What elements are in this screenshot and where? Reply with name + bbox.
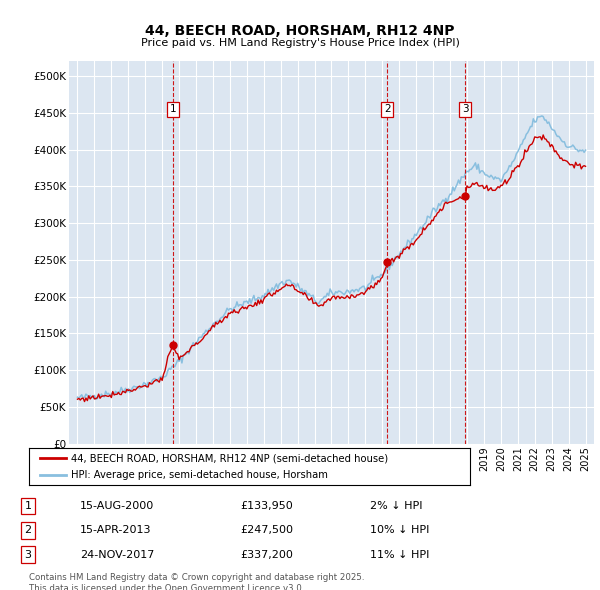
Text: 24-NOV-2017: 24-NOV-2017 — [80, 550, 154, 560]
Text: Contains HM Land Registry data © Crown copyright and database right 2025.
This d: Contains HM Land Registry data © Crown c… — [29, 573, 364, 590]
Text: 2% ↓ HPI: 2% ↓ HPI — [370, 501, 422, 511]
Text: 1: 1 — [25, 501, 32, 511]
Text: HPI: Average price, semi-detached house, Horsham: HPI: Average price, semi-detached house,… — [71, 470, 328, 480]
Text: 2: 2 — [25, 525, 32, 535]
Text: 1: 1 — [169, 104, 176, 114]
Text: Price paid vs. HM Land Registry's House Price Index (HPI): Price paid vs. HM Land Registry's House … — [140, 38, 460, 48]
Text: 10% ↓ HPI: 10% ↓ HPI — [370, 525, 430, 535]
Text: 15-AUG-2000: 15-AUG-2000 — [80, 501, 154, 511]
Text: 3: 3 — [462, 104, 469, 114]
Text: 2: 2 — [384, 104, 391, 114]
Text: 3: 3 — [25, 550, 32, 560]
Text: 15-APR-2013: 15-APR-2013 — [80, 525, 151, 535]
Text: £337,200: £337,200 — [240, 550, 293, 560]
Text: 11% ↓ HPI: 11% ↓ HPI — [370, 550, 430, 560]
Text: 44, BEECH ROAD, HORSHAM, RH12 4NP (semi-detached house): 44, BEECH ROAD, HORSHAM, RH12 4NP (semi-… — [71, 453, 388, 463]
Text: £247,500: £247,500 — [240, 525, 293, 535]
Text: 44, BEECH ROAD, HORSHAM, RH12 4NP: 44, BEECH ROAD, HORSHAM, RH12 4NP — [145, 24, 455, 38]
Text: £133,950: £133,950 — [240, 501, 293, 511]
